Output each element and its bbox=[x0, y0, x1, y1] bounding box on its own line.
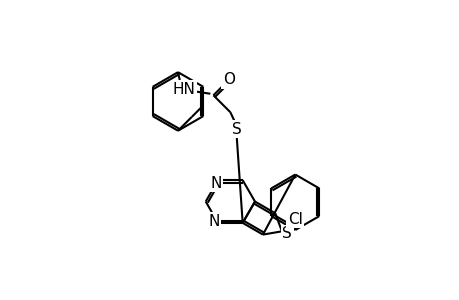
Text: N: N bbox=[210, 176, 221, 191]
Text: S: S bbox=[282, 226, 291, 241]
Text: S: S bbox=[231, 122, 241, 137]
Text: HN: HN bbox=[172, 82, 195, 97]
Text: Cl: Cl bbox=[287, 212, 302, 227]
Text: N: N bbox=[208, 214, 219, 229]
Text: O: O bbox=[222, 72, 234, 87]
